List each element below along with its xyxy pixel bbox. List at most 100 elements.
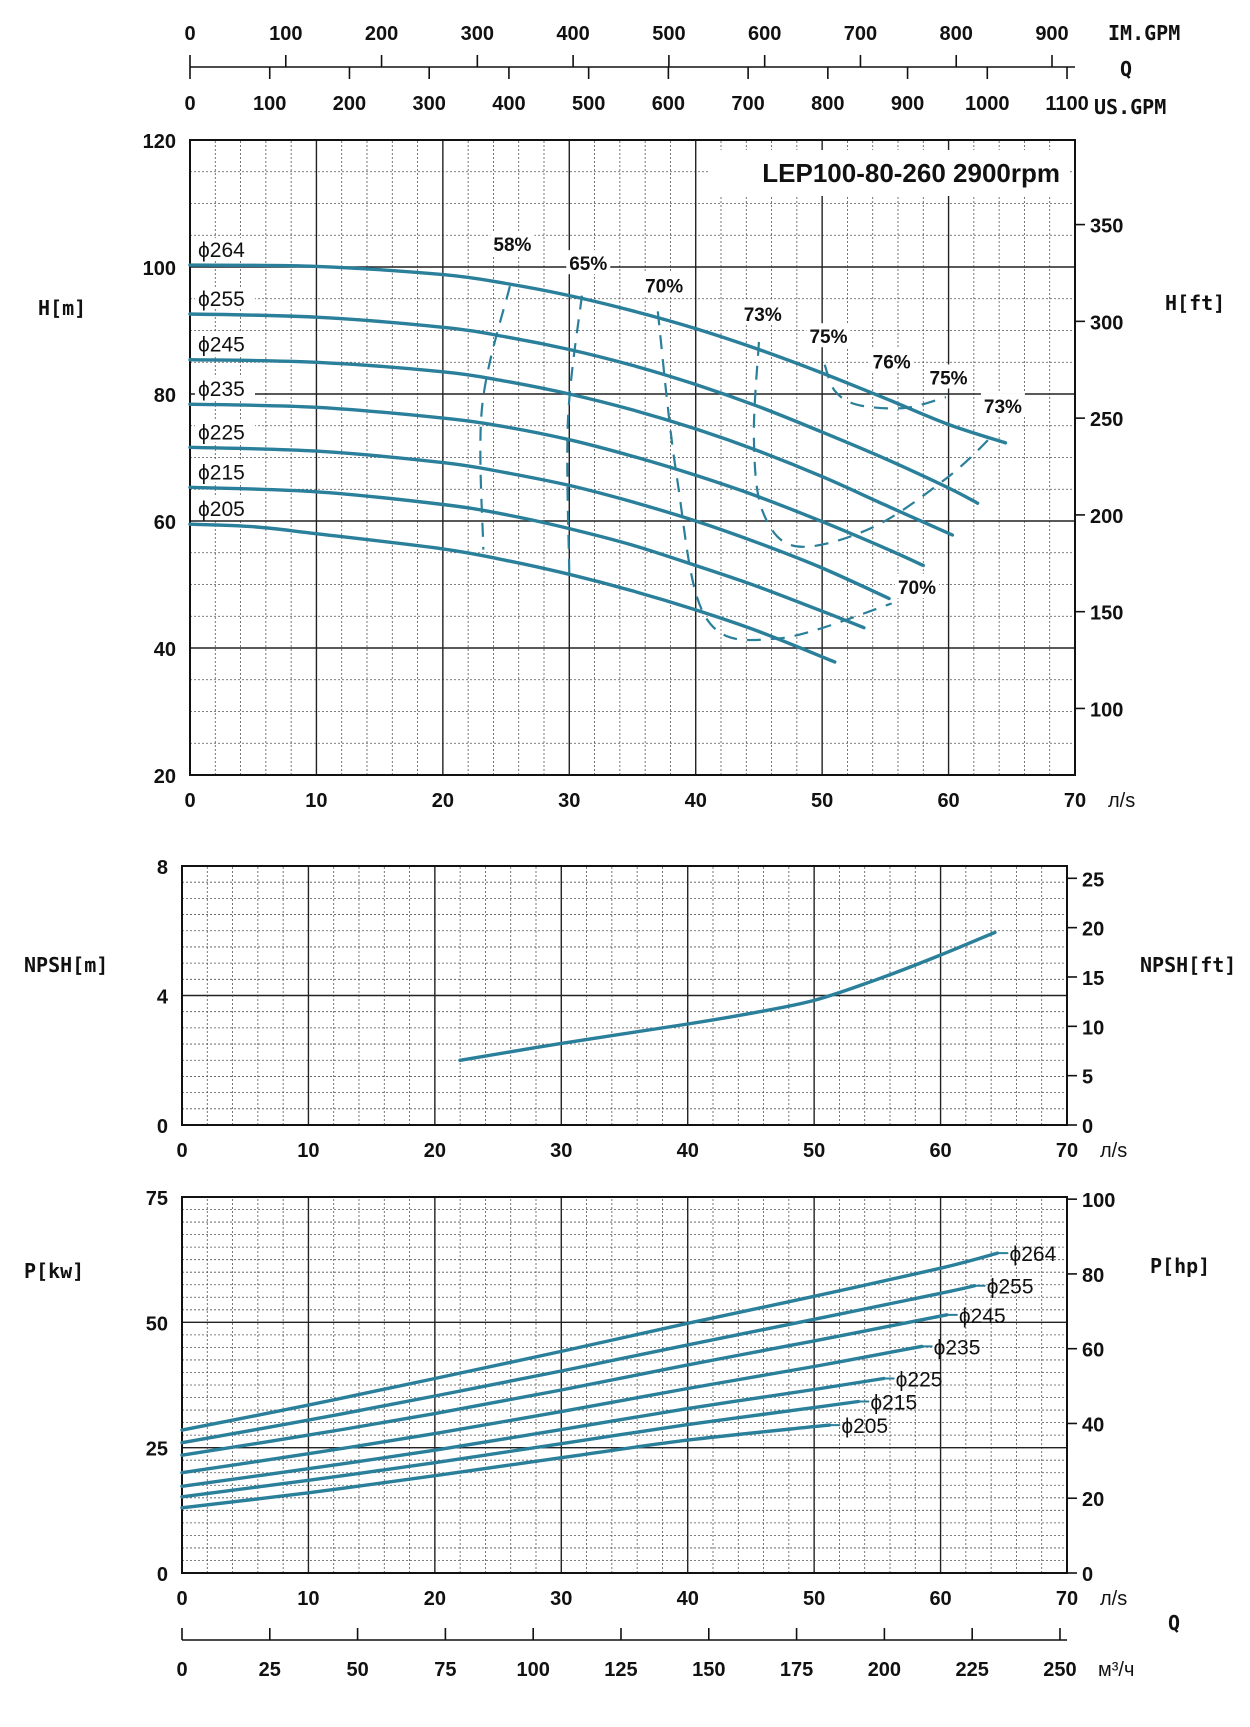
head-series-label: ϕ205 [198, 498, 245, 521]
npsh-grid [181, 865, 1068, 1126]
im-gpm-tick: 100 [269, 23, 302, 45]
head-ytick: 20 [154, 766, 176, 788]
power-ytick-right: 60 [1082, 1340, 1104, 1362]
im-gpm-tick: 0 [184, 23, 195, 45]
head-ytick: 80 [154, 385, 176, 407]
power-ytick: 75 [146, 1188, 168, 1210]
us-gpm-tick: 500 [572, 93, 605, 115]
power-ytick-right: 40 [1082, 1414, 1104, 1436]
npsh-ylabel-right: NPSH[ft] [1140, 953, 1236, 977]
efficiency-line-4 [823, 364, 947, 410]
efficiency-line-2 [656, 311, 893, 642]
chart-title: LEP100-80-260 2900rpm [762, 158, 1060, 188]
power-ytick-right: 100 [1082, 1190, 1115, 1212]
efficiency-label: 73% [984, 397, 1022, 418]
power-ytick: 25 [146, 1439, 168, 1461]
power-series-line-6 [180, 1423, 832, 1510]
im-gpm-tick: 300 [461, 23, 494, 45]
head-ytick-right: 150 [1090, 603, 1123, 625]
us-gpm-tick: 600 [652, 93, 685, 115]
head-xtick: 30 [558, 790, 580, 812]
head-xtick: 40 [685, 790, 707, 812]
head-xtick: 70 [1064, 790, 1086, 812]
npsh-xtick: 0 [176, 1140, 187, 1162]
power-xtick: 0 [176, 1588, 187, 1610]
m3h-unit: м³/ч [1098, 1659, 1134, 1681]
us-gpm-tick: 700 [731, 93, 764, 115]
power-series-label: ϕ235 [934, 1336, 981, 1359]
im-gpm-tick: 600 [748, 23, 781, 45]
power-ytick-right: 80 [1082, 1265, 1104, 1287]
npsh-xtick: 10 [297, 1140, 319, 1162]
power-xtick: 30 [550, 1588, 572, 1610]
m3h-tick: 75 [434, 1659, 456, 1681]
us-gpm-tick: 800 [811, 93, 844, 115]
im-gpm-tick: 900 [1035, 23, 1068, 45]
head-ytick-right: 200 [1090, 506, 1123, 528]
us-gpm-tick: 0 [184, 93, 195, 115]
us-gpm-tick: 200 [333, 93, 366, 115]
power-ytick: 50 [146, 1313, 168, 1335]
im-gpm-tick: 700 [844, 23, 877, 45]
head-xtick: 10 [305, 790, 327, 812]
power-ytick: 0 [157, 1564, 168, 1586]
head-ytick: 100 [143, 258, 176, 280]
npsh-xtick: 20 [424, 1140, 446, 1162]
npsh-xtick: 60 [929, 1140, 951, 1162]
efficiency-label: 65% [569, 254, 607, 275]
power-series-line-5 [180, 1399, 861, 1499]
efficiency-line-0 [479, 285, 511, 550]
head-series-label: ϕ225 [198, 421, 245, 444]
us-gpm-label: US.GPM [1094, 95, 1166, 119]
power-xtick: 20 [424, 1588, 446, 1610]
efficiency-label: 76% [873, 353, 911, 374]
head-xtick: 20 [432, 790, 454, 812]
efficiency-label: 73% [744, 305, 782, 326]
head-xtick: 50 [811, 790, 833, 812]
head-series-label: ϕ264 [198, 239, 245, 262]
npsh-ylabel: NPSH[m] [24, 953, 108, 977]
efficiency-line-3 [752, 341, 994, 548]
head-xtick: 0 [184, 790, 195, 812]
head-series-line-0 [188, 263, 1008, 445]
efficiency-label: 58% [493, 235, 531, 256]
power-series-label: ϕ264 [1009, 1243, 1056, 1266]
im-gpm-tick: 800 [940, 23, 973, 45]
head-series-line-3 [188, 402, 925, 568]
npsh-series-line-0 [458, 930, 997, 1062]
m3h-tick: 250 [1043, 1659, 1076, 1681]
top-q-label: Q [1120, 57, 1132, 81]
head-ytick: 40 [154, 639, 176, 661]
head-series-label: ϕ245 [198, 334, 245, 357]
power-series-label: ϕ215 [870, 1392, 917, 1415]
m3h-tick: 100 [517, 1659, 550, 1681]
m3h-tick: 225 [955, 1659, 988, 1681]
head-series-line-4 [188, 445, 891, 601]
power-series-label: ϕ225 [896, 1368, 943, 1391]
power-xtick: 40 [677, 1588, 699, 1610]
head-ytick-right: 250 [1090, 409, 1123, 431]
power-series-line-0 [180, 1251, 1000, 1432]
npsh-ytick: 0 [157, 1116, 168, 1138]
npsh-ytick-right: 0 [1082, 1116, 1093, 1138]
us-gpm-tick: 300 [413, 93, 446, 115]
npsh-ytick: 4 [157, 987, 169, 1009]
us-gpm-tick: 900 [891, 93, 924, 115]
im-gpm-label: IM.GPM [1108, 21, 1180, 45]
bottom-q-label: Q [1168, 1611, 1180, 1635]
power-series-line-4 [180, 1376, 886, 1488]
power-ylabel-right: P[hp] [1150, 1254, 1210, 1278]
head-ylabel: H[m] [38, 296, 86, 320]
m3h-tick: 200 [868, 1659, 901, 1681]
power-xtick: 50 [803, 1588, 825, 1610]
power-xtick: 10 [297, 1588, 319, 1610]
head-series-line-2 [188, 358, 955, 537]
head-series-line-6 [188, 522, 837, 664]
m3h-tick: 0 [176, 1659, 187, 1681]
efficiency-label: 75% [930, 368, 968, 389]
m3h-tick: 125 [604, 1659, 637, 1681]
im-gpm-tick: 200 [365, 23, 398, 45]
npsh-ytick-right: 5 [1082, 1067, 1093, 1089]
